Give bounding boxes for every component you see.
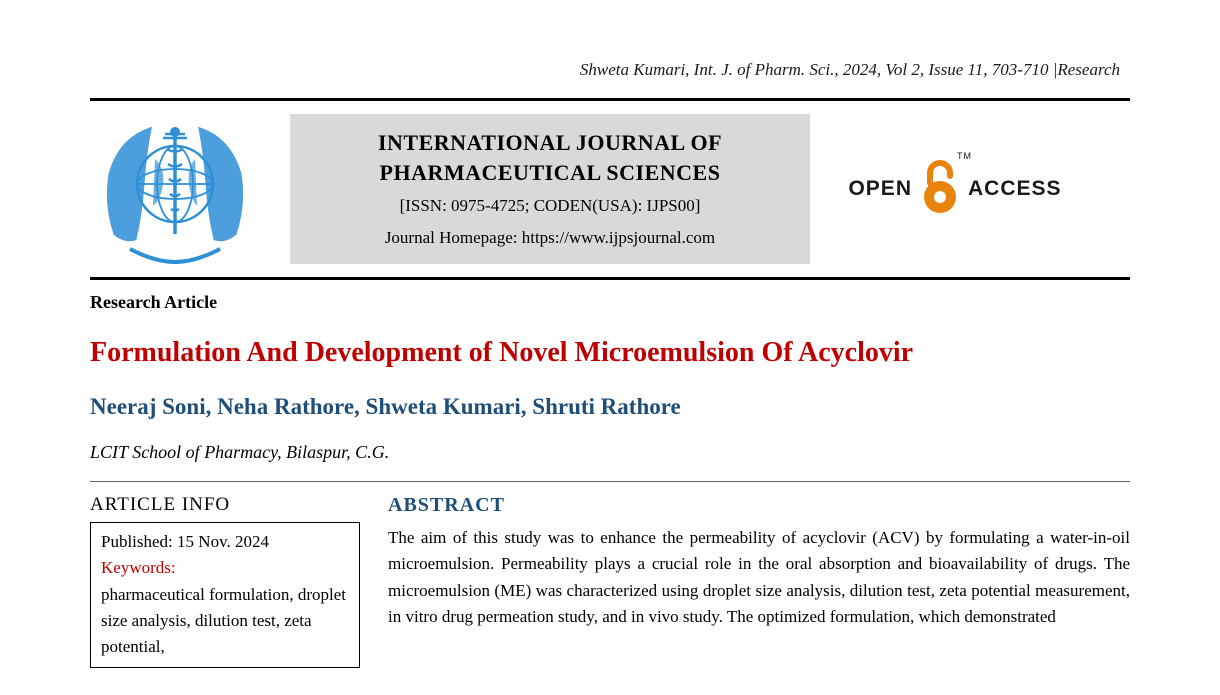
running-header: Shweta Kumari, Int. J. of Pharm. Sci., 2… [40, 20, 1180, 98]
published-date: 15 Nov. 2024 [173, 532, 269, 551]
journal-info-box: INTERNATIONAL JOURNAL OF PHARMACEUTICAL … [290, 114, 810, 264]
affiliation: LCIT School of Pharmacy, Bilaspur, C.G. [90, 442, 1130, 463]
journal-logo [90, 109, 260, 269]
article-type: Research Article [90, 292, 1130, 313]
journal-issn: [ISSN: 0975-4725; CODEN(USA): IJPS00] [312, 193, 788, 219]
content-columns: ARTICLE INFO Published: 15 Nov. 2024 Key… [90, 482, 1130, 668]
open-lock-icon: TM [918, 157, 962, 221]
article-info-column: ARTICLE INFO Published: 15 Nov. 2024 Key… [90, 482, 360, 668]
who-style-logo-icon [95, 114, 255, 264]
article-info-box: Published: 15 Nov. 2024 Keywords: pharma… [90, 522, 360, 668]
published-row: Published: 15 Nov. 2024 [101, 529, 349, 555]
author-list: Neeraj Soni, Neha Rathore, Shweta Kumari… [90, 394, 1130, 420]
masthead: INTERNATIONAL JOURNAL OF PHARMACEUTICAL … [90, 109, 1130, 269]
journal-title-line1: INTERNATIONAL JOURNAL OF [312, 128, 788, 158]
abstract-column: ABSTRACT The aim of this study was to en… [388, 482, 1130, 668]
open-access-badge: OPEN TM ACCESS [840, 157, 1070, 221]
rule-top [90, 98, 1130, 101]
open-access-right: ACCESS [968, 177, 1062, 201]
journal-homepage: Journal Homepage: https://www.ijpsjourna… [312, 225, 788, 251]
article-title: Formulation And Development of Novel Mic… [90, 335, 1130, 370]
abstract-header: ABSTRACT [388, 494, 1130, 517]
journal-title-line2: PHARMACEUTICAL SCIENCES [312, 158, 788, 188]
article-info-header: ARTICLE INFO [90, 494, 360, 516]
published-label: Published: [101, 532, 173, 551]
rule-under-masthead [90, 277, 1130, 280]
keywords-text: pharmaceutical formulation, droplet size… [101, 582, 349, 661]
abstract-text: The aim of this study was to enhance the… [388, 525, 1130, 630]
open-access-left: OPEN [848, 177, 912, 201]
keywords-label: Keywords: [101, 555, 349, 581]
trademark-symbol: TM [957, 151, 972, 161]
